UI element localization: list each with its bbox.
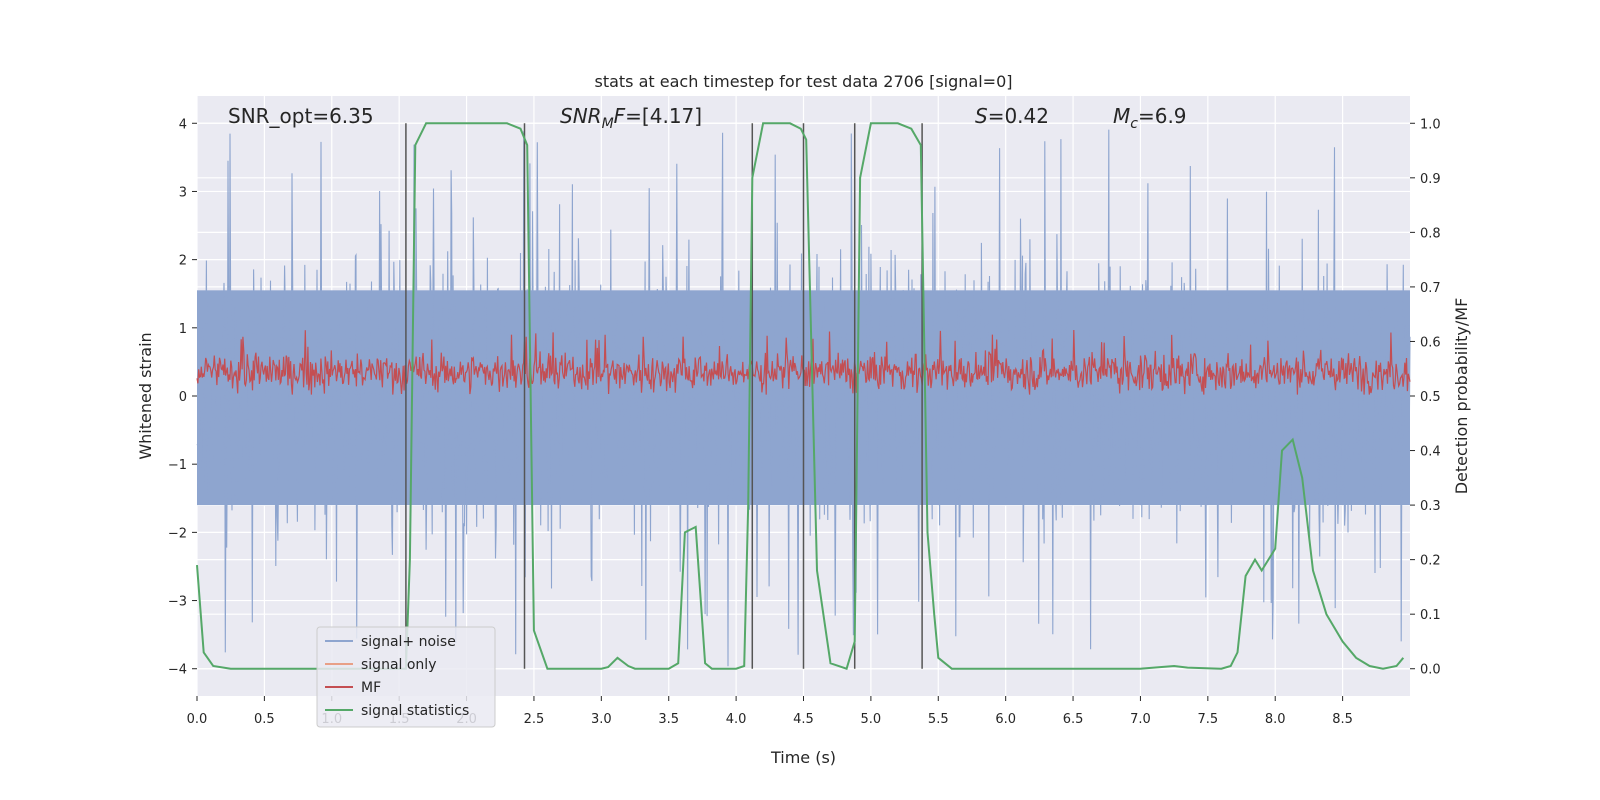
annotation-mc-value: =6.9 [1138,104,1187,128]
x-tick-label: 6.5 [1063,712,1084,727]
signal-statistics-line [196,122,1405,670]
y2-tick-label: 0.4 [1420,445,1441,460]
annotation-snr-mf-tail: F [614,104,626,128]
legend: signal+ noise signal only MF signal statist… [316,626,496,728]
legend-label: signal+ noise [361,634,456,650]
annotation-snr-opt: SNR_opt=6.35 [228,104,374,128]
x-tick-label: 4.0 [726,712,747,727]
x-axis-label: Time (s) [770,748,836,767]
x-tick-label: 7.5 [1197,712,1218,727]
legend-label: MF [361,680,381,696]
x-tick-label: 5.0 [861,712,882,727]
x-tick-label: 3.0 [591,712,612,727]
annotation-snr-mf-sub: M [602,116,614,132]
annotation-s-value: =0.42 [988,104,1049,128]
annotation-mc: Mc=6.9 [1113,104,1187,132]
annotation-snr-mf-value: =[4.17] [625,104,702,128]
y-tick-label: 1 [179,322,187,337]
x-tick-label: 0.0 [187,712,208,727]
y2-tick-label: 0.8 [1420,226,1441,241]
y2-tick-label: 0.5 [1420,390,1441,405]
y2-tick-label: 0.7 [1420,281,1441,296]
y2-tick-label: 0.6 [1420,335,1441,350]
x-tick-label: 6.0 [995,712,1016,727]
annotation-snr-mf-symbol: SNR [560,104,602,128]
y-tick-label: −4 [168,663,187,678]
legend-box [316,626,496,728]
y2-tick-label: 0.3 [1420,499,1441,514]
y-tick-label: −3 [168,595,187,610]
y-tick-label: −1 [168,458,187,473]
y2-tick-label: 0.9 [1420,172,1441,187]
y2-tick-label: 0.2 [1420,554,1441,569]
y-tick-label: −2 [168,526,187,541]
y-axis-label: Whitened strain [136,332,155,459]
x-tick-label: 0.5 [254,712,275,727]
x-tick-label: 8.5 [1332,712,1353,727]
annotation-s-symbol: S [975,104,988,128]
x-tick-label: 7.0 [1130,712,1151,727]
x-tick-label: 2.5 [524,712,545,727]
y2-tick-label: 0.0 [1420,663,1441,678]
y2-tick-label: 0.1 [1420,608,1441,623]
chart-title: stats at each timestep for test data 270… [594,72,1012,91]
signal-statistics-series [196,122,1405,670]
annotation-s: S=0.42 [975,104,1049,128]
y-tick-label: 0 [179,390,187,405]
x-tick-label: 4.5 [793,712,814,727]
x-tick-label: 3.5 [658,712,679,727]
legend-label: signal only [361,657,436,673]
y2-axis-label: Detection probability/MF [1452,298,1471,495]
y-tick-label: 3 [179,185,187,200]
legend-label: signal statistics [361,703,469,719]
annotation-snr-mf: SNRMF=[4.17] [560,104,702,132]
y-tick-label: 2 [179,254,187,269]
x-tick-label: 5.5 [928,712,949,727]
y2-tick-label: 1.0 [1420,117,1441,132]
x-tick-label: 8.0 [1265,712,1286,727]
annotation-mc-sub: c [1130,116,1138,132]
annotation-mc-symbol: M [1113,104,1130,128]
y-tick-label: 4 [179,117,187,132]
